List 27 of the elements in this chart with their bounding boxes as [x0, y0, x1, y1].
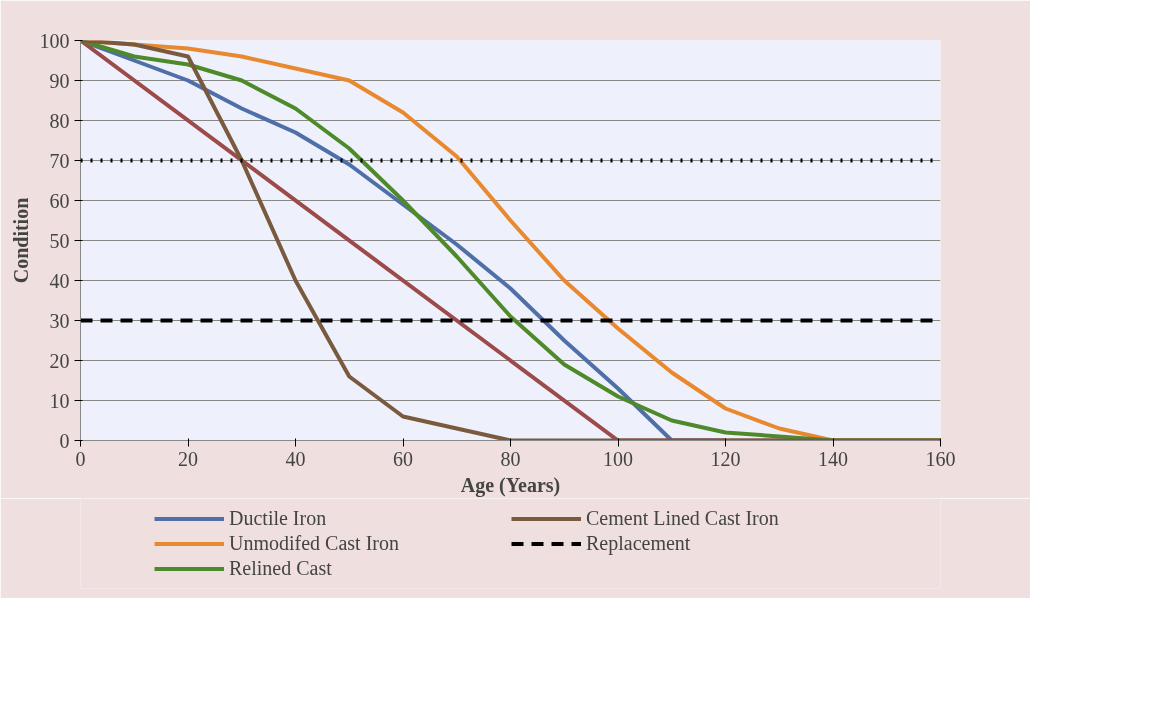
- x-tick-label: 160: [925, 447, 956, 470]
- legend-label: Cement Lined Cast Iron: [586, 506, 780, 530]
- y-tick-label: 70: [49, 149, 70, 172]
- y-tick-label: 80: [49, 109, 70, 132]
- legend-label: Unmodifed Cast Iron: [229, 531, 400, 555]
- y-tick-label: 40: [49, 269, 70, 292]
- y-tick-label: 100: [39, 29, 70, 52]
- x-tick-label: 120: [710, 447, 741, 470]
- legend-label: Relined Cast: [229, 556, 333, 580]
- y-tick-label: 0: [59, 429, 70, 452]
- x-tick-label: 100: [603, 447, 633, 470]
- x-tick-label: 0: [75, 447, 86, 470]
- y-tick-label: 30: [49, 309, 70, 332]
- y-tick-label: 60: [49, 189, 70, 212]
- y-tick-label: 50: [49, 229, 70, 252]
- y-tick-label: 20: [49, 349, 70, 372]
- y-axis-title: Condition: [9, 197, 32, 284]
- legend-label: Ductile Iron: [229, 506, 328, 530]
- x-tick-label: 60: [393, 447, 413, 470]
- legend-label: Replacement: [586, 531, 692, 555]
- x-tick-label: 20: [178, 447, 198, 470]
- x-tick-label: 140: [818, 447, 848, 470]
- x-tick-label: 40: [285, 447, 306, 470]
- x-axis-title: Age (Years): [460, 473, 561, 497]
- x-tick-label: 80: [500, 447, 521, 470]
- y-tick-label: 10: [49, 389, 70, 412]
- y-tick-label: 90: [49, 69, 70, 92]
